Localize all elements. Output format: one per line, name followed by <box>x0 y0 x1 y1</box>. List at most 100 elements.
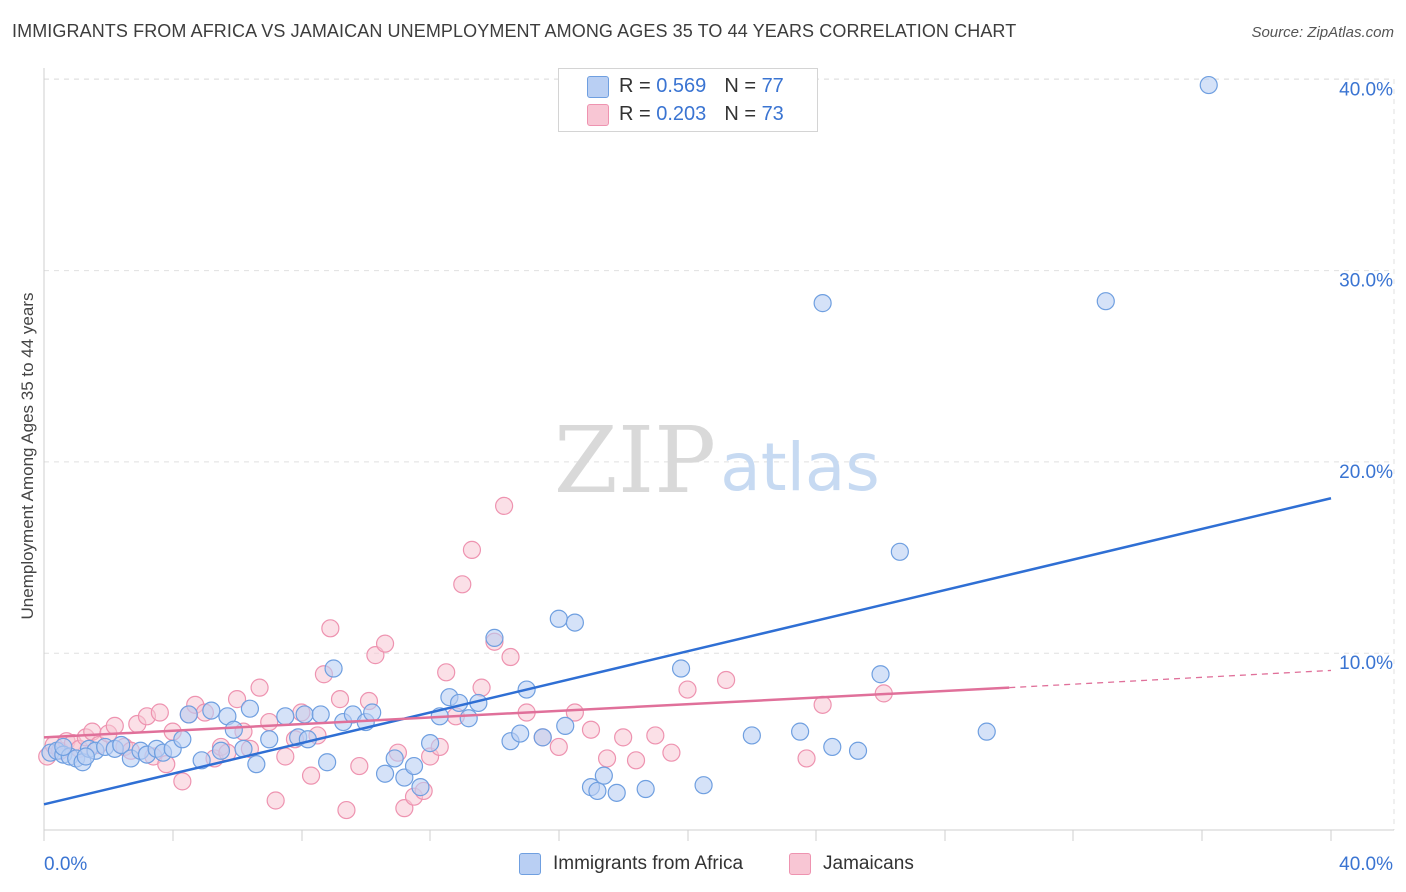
africa-point <box>363 703 382 722</box>
tick-labels: 10.0% 20.0% 30.0% 40.0% 0.0% 40.0% <box>44 79 1393 875</box>
jamaica-point <box>337 800 356 820</box>
africa-point <box>375 764 395 783</box>
jamaica-point <box>150 703 169 722</box>
africa-point <box>54 737 73 757</box>
jamaica-point <box>813 695 832 714</box>
africa-point <box>404 756 424 776</box>
africa-point <box>533 728 552 747</box>
legend-africa-row: R = 0.569 N = 77 <box>619 74 784 98</box>
africa-point <box>324 659 343 678</box>
watermark-zip: ZIP <box>554 407 716 514</box>
africa-point <box>556 716 575 735</box>
jamaica-point <box>717 670 736 690</box>
y-tick-label: 30.0% <box>1339 271 1393 292</box>
bottom-legend-africa: Immigrants from Africa <box>519 851 743 877</box>
africa-point <box>636 779 655 799</box>
africa-point <box>694 776 713 795</box>
jamaica-point <box>565 703 584 722</box>
africa-point <box>459 709 478 728</box>
africa-point <box>1096 292 1115 311</box>
legend-africa-r: 0.569 <box>656 74 707 97</box>
jamaica-point <box>626 751 646 770</box>
jamaica-point <box>501 647 520 667</box>
jamaica-point <box>614 728 633 747</box>
africa-point <box>224 720 243 739</box>
watermark: ZIP atlas <box>554 407 880 514</box>
africa-point <box>112 735 131 755</box>
bottom-legend-africa-swatch <box>519 853 541 875</box>
africa-point <box>594 766 613 785</box>
legend-n-label: N = <box>724 102 756 125</box>
africa-point <box>588 781 607 801</box>
jamaica-point <box>581 720 601 739</box>
africa-point <box>179 705 198 724</box>
africa-point <box>385 749 404 768</box>
jamaica-point <box>276 747 295 766</box>
axes-layer <box>43 68 1394 841</box>
legend-r-label: R = <box>619 74 651 97</box>
africa-point <box>1199 75 1218 95</box>
africa-trend-line <box>43 497 1332 806</box>
jamaica-point <box>495 496 514 515</box>
jamaica-point <box>453 575 472 594</box>
africa-point <box>421 734 440 753</box>
source-label: Source: ZipAtlas.com <box>1251 24 1394 41</box>
africa-point <box>260 730 279 749</box>
africa-point <box>813 294 832 313</box>
legend-box: R = 0.569 N = 77 R = 0.203 N = 73 <box>558 68 818 132</box>
africa-point <box>485 628 504 647</box>
legend-africa-n: 77 <box>761 74 784 97</box>
jamaica-point <box>549 737 568 757</box>
africa-point <box>977 722 996 741</box>
africa-point <box>202 701 221 720</box>
africa-point <box>295 705 314 724</box>
africa-point <box>311 705 330 724</box>
y-tick-label: 10.0% <box>1339 653 1393 674</box>
grid-layer <box>44 78 1395 830</box>
africa-point <box>742 726 761 745</box>
africa-point <box>247 755 266 774</box>
legend-jamaica-swatch <box>587 104 609 126</box>
africa-point <box>549 609 568 628</box>
legend-n-label: N = <box>724 74 756 97</box>
africa-series <box>41 75 1218 802</box>
bottom-legend-africa-label: Immigrants from Africa <box>553 853 744 874</box>
africa-point <box>791 722 810 741</box>
jamaica-point <box>375 634 395 653</box>
africa-point <box>76 747 95 766</box>
africa-point <box>565 613 584 632</box>
jamaica-point <box>462 540 482 559</box>
africa-point <box>823 737 842 757</box>
y-tick-label: 40.0% <box>1339 79 1393 100</box>
africa-point <box>890 542 909 561</box>
jamaica-trend-line <box>43 686 1010 739</box>
legend-r-label: R = <box>619 102 651 125</box>
jamaica-point <box>646 726 665 745</box>
jamaica-point <box>105 716 124 735</box>
jamaica-point <box>227 690 247 709</box>
jamaica-point <box>797 749 816 768</box>
africa-point <box>848 741 868 760</box>
jamaica-point <box>330 690 350 709</box>
jamaica-point <box>260 712 279 732</box>
bottom-legend-jamaica: Jamaicans <box>789 851 914 877</box>
legend-africa-swatch <box>587 76 609 98</box>
y-tick-label: 20.0% <box>1339 462 1393 483</box>
africa-point <box>511 724 530 743</box>
chart-title: IMMIGRANTS FROM AFRICA VS JAMAICAN UNEMP… <box>12 21 1017 41</box>
jamaica-series <box>38 496 893 820</box>
watermark-atlas: atlas <box>720 429 880 506</box>
africa-point <box>173 730 192 749</box>
jamaica-point <box>678 680 697 699</box>
jamaica-point <box>597 749 617 768</box>
x-tick-label-min: 0.0% <box>44 854 87 875</box>
jamaica-trend-extension <box>1009 669 1332 689</box>
jamaica-point <box>173 772 192 791</box>
legend-jamaica-n: 73 <box>761 102 784 125</box>
africa-point <box>211 741 231 760</box>
bottom-legend-jamaica-label: Jamaicans <box>823 853 914 874</box>
jamaica-point <box>321 619 340 638</box>
africa-point <box>318 753 337 772</box>
jamaica-point <box>301 766 321 785</box>
africa-point <box>240 699 260 718</box>
